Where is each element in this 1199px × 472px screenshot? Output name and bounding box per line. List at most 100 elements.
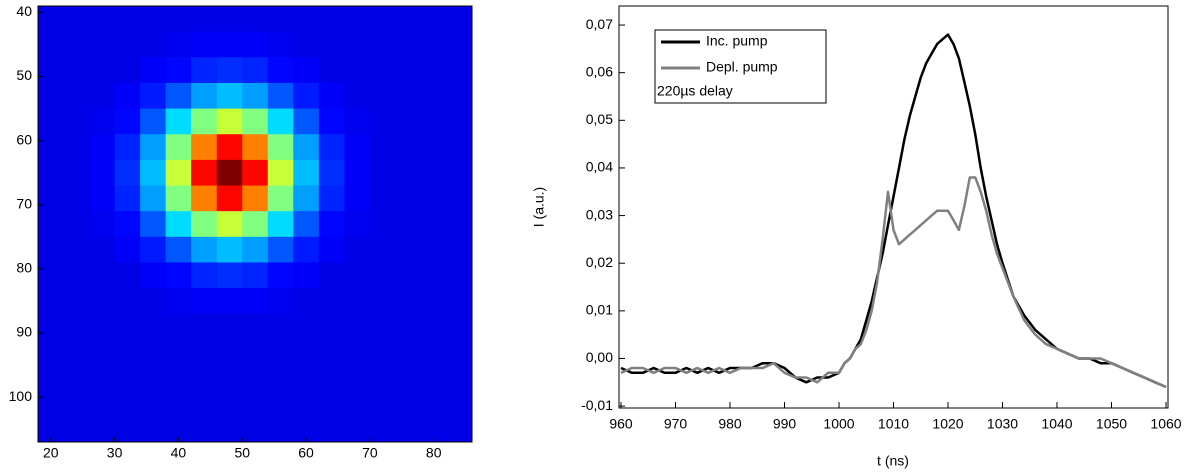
x-tick-label: 50: [234, 445, 250, 461]
heatmap-cell: [446, 108, 473, 135]
heatmap-cell: [446, 313, 473, 340]
heatmap-cell: [191, 159, 218, 187]
heatmap-cell: [114, 57, 141, 84]
heatmap-cell: [395, 31, 422, 58]
heatmap-cell: [89, 313, 116, 340]
heatmap-cell: [191, 313, 218, 340]
heatmap-cell: [38, 236, 65, 263]
heatmap-cell: [216, 339, 243, 366]
heatmap-cell: [242, 211, 269, 238]
heatmap-cell: [369, 390, 396, 417]
heatmap-cell: [191, 82, 218, 110]
heatmap-cell: [369, 262, 396, 289]
heatmap-cell: [293, 159, 320, 187]
heatmap-cell: [140, 236, 167, 263]
y-tick-label: 50: [16, 67, 32, 83]
heatmap-cell: [395, 108, 422, 135]
heatmap-cell: [165, 211, 192, 238]
heatmap-cell: [293, 339, 320, 366]
heatmap-cell: [446, 365, 473, 392]
heatmap-cell: [38, 313, 65, 340]
heatmap-cell: [89, 108, 116, 135]
heatmap-cell: [395, 82, 422, 110]
heatmap-cell: [63, 159, 90, 187]
heatmap-cell: [318, 236, 345, 263]
x-tick-label: 980: [718, 416, 742, 432]
heatmap-cell: [267, 211, 294, 238]
heatmap-cell: [318, 211, 345, 238]
heatmap-cell: [318, 390, 345, 417]
heatmap-cell: [63, 185, 90, 212]
heatmap-cell: [140, 185, 167, 212]
heatmap-cell: [446, 57, 473, 84]
heatmap-cell: [140, 159, 167, 187]
heatmap-cell: [344, 57, 371, 84]
heatmap-cell: [318, 262, 345, 289]
x-tick-label: 990: [773, 416, 797, 432]
heatmap-cell: [420, 57, 447, 84]
heatmap-cell: [318, 108, 345, 135]
heatmap-cell: [446, 390, 473, 417]
heatmap-cell: [165, 262, 192, 289]
y-tick-label: 90: [16, 324, 32, 340]
heatmap-cell: [267, 185, 294, 212]
heatmap-cell: [140, 31, 167, 58]
heatmap-cell: [395, 134, 422, 161]
heatmap-cell: [369, 236, 396, 263]
heatmap-cell: [446, 416, 473, 443]
heatmap-cell: [446, 262, 473, 289]
heatmap-cell: [63, 57, 90, 84]
heatmap-cell: [165, 390, 192, 417]
heatmap-cell: [216, 108, 243, 135]
heatmap-cell: [63, 211, 90, 238]
y-tick-label: 0,06: [586, 63, 613, 79]
heatmap-cell: [140, 339, 167, 366]
heatmap-cell: [446, 6, 473, 33]
heatmap-cell: [369, 416, 396, 443]
x-tick-label: 1020: [932, 416, 963, 432]
heatmap-cell: [293, 262, 320, 289]
heatmap-cell: [420, 339, 447, 366]
heatmap-cell: [38, 6, 65, 33]
heatmap-cell: [38, 339, 65, 366]
heatmap-cell: [242, 236, 269, 263]
heatmap-cell: [89, 288, 116, 315]
heatmap-cell: [89, 6, 116, 33]
y-tick-label: 40: [16, 3, 32, 19]
y-tick-label: 0,00: [586, 349, 613, 365]
heatmap-cell: [344, 159, 371, 187]
heatmap-cell: [191, 365, 218, 392]
heatmap-cell: [63, 390, 90, 417]
y-tick-label: 70: [16, 195, 32, 211]
heatmap-cell: [242, 416, 269, 443]
heatmap-cell: [420, 313, 447, 340]
heatmap-cell: [369, 159, 396, 187]
heatmap-cell: [140, 365, 167, 392]
x-tick-label: 1060: [1150, 416, 1181, 432]
heatmap-cell: [114, 339, 141, 366]
heatmap-cell: [267, 236, 294, 263]
legend-label: Inc. pump: [706, 33, 768, 49]
heatmap-cell: [165, 82, 192, 110]
heatmap-cell: [216, 6, 243, 33]
heatmap-cell: [395, 57, 422, 84]
heatmap-cell: [191, 236, 218, 263]
heatmap-cell: [140, 262, 167, 289]
heatmap-cell: [369, 365, 396, 392]
heatmap-cell: [267, 57, 294, 84]
y-tick-label: 0,07: [586, 16, 613, 32]
heatmap-cell: [242, 108, 269, 135]
heatmap-cell: [395, 211, 422, 238]
heatmap-cell: [369, 6, 396, 33]
heatmap-cell: [293, 134, 320, 161]
heatmap-cell: [344, 134, 371, 161]
heatmap-cell: [38, 108, 65, 135]
heatmap-cell: [344, 288, 371, 315]
heatmap-cell: [242, 390, 269, 417]
heatmap-cell: [191, 416, 218, 443]
heatmap-cell: [216, 365, 243, 392]
heatmap-cell: [344, 365, 371, 392]
heatmap-panel: 20 30 40 50 60 70 80 40 50 60 70 80 90 100: [9, 3, 473, 461]
heatmap-cell: [114, 6, 141, 33]
